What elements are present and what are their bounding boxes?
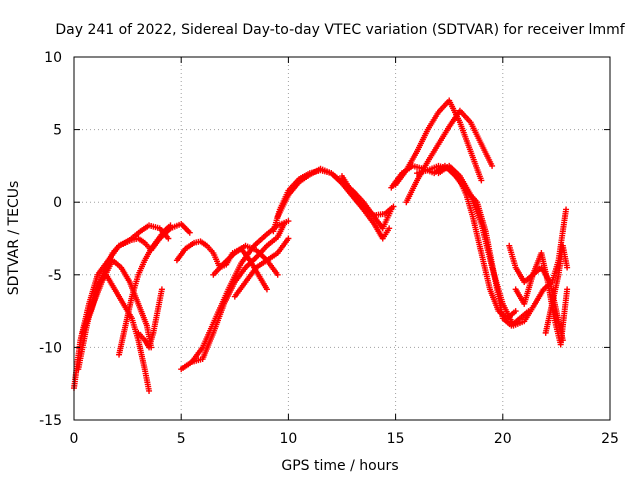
series-track-10 xyxy=(210,242,281,278)
series-track-5 xyxy=(116,222,174,358)
x-tick-label: 20 xyxy=(494,431,512,447)
data-point xyxy=(386,225,393,232)
data-point xyxy=(563,206,570,213)
data-point xyxy=(167,222,174,229)
data-point xyxy=(390,203,397,210)
series-track-22 xyxy=(531,206,570,307)
series-track-6 xyxy=(135,286,165,351)
axis-ticks xyxy=(73,56,611,421)
y-tick-label: -10 xyxy=(39,340,62,356)
y-tick-label: 0 xyxy=(53,195,62,211)
plot-frame xyxy=(73,56,611,421)
y-tick-labels: -15 -10 -5 0 5 10 xyxy=(39,50,62,429)
data-point xyxy=(146,387,153,394)
data-point xyxy=(564,286,571,293)
data-point xyxy=(274,271,281,278)
series-track-4 xyxy=(81,257,155,351)
data-point xyxy=(564,264,571,271)
data-point xyxy=(263,286,270,293)
data-point xyxy=(478,177,485,184)
series-track-23 xyxy=(542,242,571,336)
y-tick-label: 10 xyxy=(44,50,62,66)
x-tick-labels: 0 5 10 15 20 25 xyxy=(70,431,619,447)
y-tick-label: -15 xyxy=(39,413,62,429)
series-track-14 xyxy=(339,173,397,219)
data-point xyxy=(165,235,172,242)
series-track-19 xyxy=(435,162,538,329)
data-point xyxy=(285,218,292,225)
data-point xyxy=(489,162,496,169)
x-tick-label: 15 xyxy=(387,431,405,447)
data-point xyxy=(512,308,519,315)
series-track-8 xyxy=(188,220,288,365)
x-tick-label: 0 xyxy=(70,431,79,447)
x-tick-label: 5 xyxy=(177,431,186,447)
series-track-17 xyxy=(403,107,496,206)
x-tick-label: 25 xyxy=(601,431,619,447)
data-point xyxy=(285,235,292,242)
x-tick-label: 10 xyxy=(279,431,297,447)
chart-title: Day 241 of 2022, Sidereal Day-to-day VTE… xyxy=(55,22,625,38)
y-axis-label: SDTVAR / TECUs xyxy=(6,181,22,296)
y-tick-label: 5 xyxy=(53,123,62,139)
series-track-16 xyxy=(392,97,485,188)
series-track-11 xyxy=(231,235,292,300)
data-markers xyxy=(71,97,571,394)
data-point xyxy=(281,220,288,227)
x-axis-label: GPS time / hours xyxy=(281,458,398,474)
data-point xyxy=(186,229,193,236)
data-point xyxy=(158,286,165,293)
y-tick-label: -5 xyxy=(48,268,62,284)
grid-lines xyxy=(74,57,610,420)
